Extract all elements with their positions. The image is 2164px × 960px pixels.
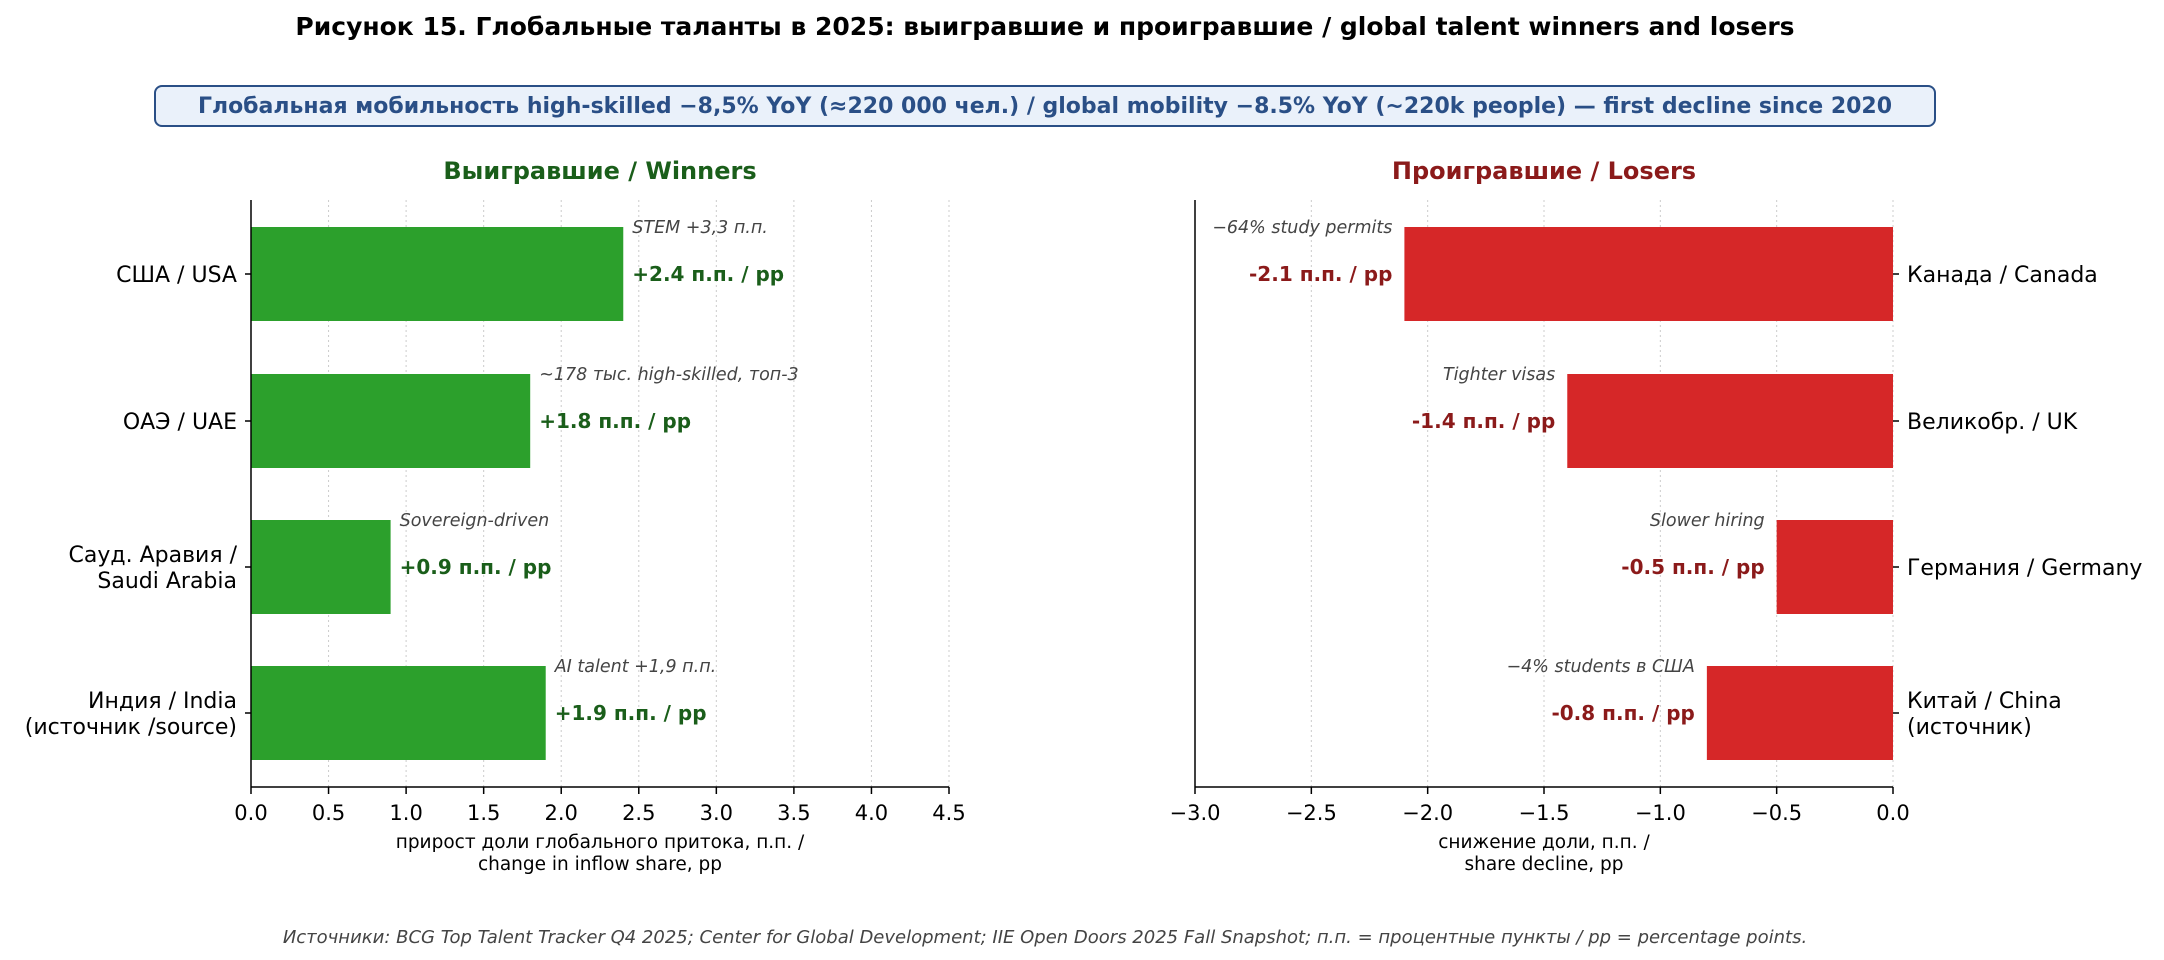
winners-category-label-1-0: ОАЭ / UAE	[123, 410, 237, 435]
losers-category-label-1-0: Великобр. / UK	[1907, 410, 2078, 435]
losers-value-label-2: -0.5 п.п. / pp	[1621, 555, 1764, 579]
winners-annotation-2: Sovereign-driven	[400, 511, 550, 531]
mobility-banner-box	[154, 85, 1936, 127]
losers-xtick-label-2: −2.0	[1402, 801, 1453, 825]
winners-category-label-2-0: Сауд. Аравия /	[69, 543, 238, 568]
winners-category-label-3-1: (источник /source)	[25, 715, 237, 740]
losers-xtick-label-1: −2.5	[1286, 801, 1337, 825]
winners-value-label-2: +0.9 п.п. / pp	[400, 555, 552, 579]
winners-xtick-label-1: 0.5	[312, 801, 345, 825]
winners-value-label-3: +1.9 п.п. / pp	[555, 701, 707, 725]
losers-value-label-0: -2.1 п.п. / pp	[1249, 262, 1392, 286]
losers-category-label-3-1: (источник)	[1907, 715, 2032, 740]
losers-annotation-2: Slower hiring	[1650, 511, 1765, 531]
losers-panel: Проигравшие / Losers -2.1 п.п. / pp −64% s…	[1170, 157, 2143, 875]
winners-value-label-0: +2.4 п.п. / pp	[632, 262, 784, 286]
winners-category-label-0-0: США / USA	[116, 263, 237, 288]
winners-xlabel-0: прирост доли глобального притока, п.п. /	[396, 832, 805, 853]
winners-xtick-label-5: 2.5	[622, 801, 655, 825]
winners-xtick-label-7: 3.5	[777, 801, 810, 825]
winners-category-label-3-0: Индия / India	[88, 689, 237, 714]
winners-xtick-label-0: 0.0	[234, 801, 267, 825]
losers-bar-1	[1567, 374, 1893, 468]
figure-title: Рисунок 15. Глобальные таланты в 2025: в…	[295, 12, 1794, 41]
winners-xtick-label-8: 4.0	[855, 801, 888, 825]
losers-value-label-3: -0.8 п.п. / pp	[1551, 701, 1694, 725]
losers-xtick-label-3: −1.5	[1519, 801, 1570, 825]
losers-xlabel-1: share decline, pp	[1464, 854, 1623, 875]
losers-annotation-3: −4% students в США	[1507, 657, 1695, 677]
winners-xlabel-1: change in inflow share, pp	[478, 854, 722, 875]
winners-annotation-3: AI talent +1,9 п.п.	[554, 657, 717, 677]
winners-annotation-0: STEM +3,3 п.п.	[632, 218, 768, 238]
winners-xtick-label-9: 4.5	[932, 801, 965, 825]
winners-bar-2	[251, 520, 391, 614]
losers-xtick-label-0: −3.0	[1170, 801, 1221, 825]
winners-value-label-1: +1.8 п.п. / pp	[539, 409, 691, 433]
winners-bar-0	[251, 227, 624, 321]
winners-bar-1	[251, 374, 531, 468]
winners-bar-3	[251, 666, 546, 760]
losers-annotation-0: −64% study permits	[1212, 218, 1392, 238]
winners-xtick-label-2: 1.0	[389, 801, 422, 825]
winners-xtick-label-3: 1.5	[467, 801, 500, 825]
losers-bar-3	[1706, 666, 1893, 760]
mobility-banner-text: Глобальная мобильность high-skilled −8,5…	[198, 94, 1892, 119]
winners-xtick-label-6: 3.0	[700, 801, 733, 825]
winners-xtick-label-4: 2.0	[545, 801, 578, 825]
source-note: Источники: BCG Top Talent Tracker Q4 202…	[283, 927, 1807, 948]
winners-panel: Выигравшие / Winners +2.4 п.п. / pp STEM +…	[25, 157, 966, 875]
losers-xlabel-0: снижение доли, п.п. /	[1438, 832, 1650, 853]
losers-bar-0	[1404, 227, 1893, 321]
losers-xtick-label-4: −1.0	[1635, 801, 1686, 825]
winners-annotation-1: ~178 тыс. high-skilled, топ-3	[539, 365, 798, 385]
losers-xtick-label-6: 0.0	[1876, 801, 1909, 825]
losers-annotation-1: Tighter visas	[1443, 365, 1555, 385]
winners-category-label-2-1: Saudi Arabia	[97, 569, 237, 594]
losers-bar-2	[1776, 520, 1893, 614]
losers-category-label-0-0: Канада / Canada	[1907, 263, 2098, 288]
losers-xtick-label-5: −0.5	[1751, 801, 1802, 825]
winners-panel-title: Выигравшие / Winners	[443, 157, 756, 185]
losers-panel-title: Проигравшие / Losers	[1392, 157, 1696, 185]
losers-category-label-3-0: Китай / China	[1907, 689, 2062, 714]
losers-category-label-2-0: Германия / Germany	[1907, 556, 2142, 581]
losers-value-label-1: -1.4 п.п. / pp	[1412, 409, 1555, 433]
